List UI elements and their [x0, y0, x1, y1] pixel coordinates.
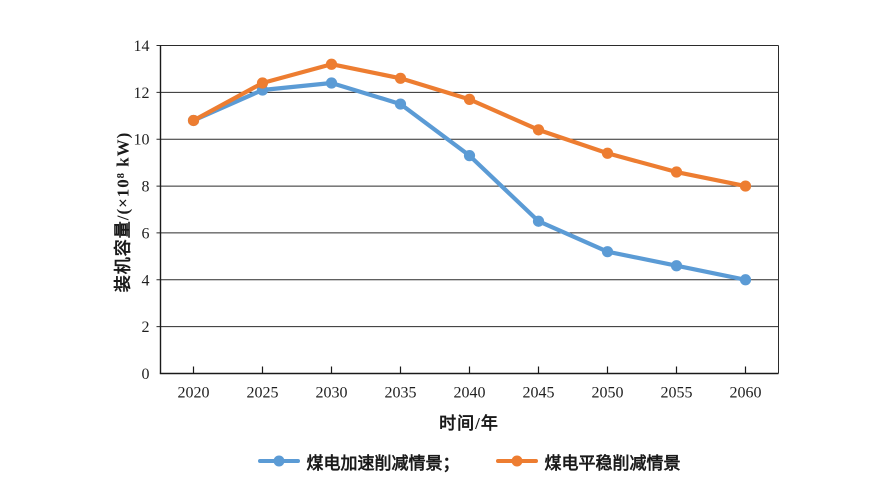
data-point-marker-1-2060	[739, 180, 752, 192]
x-tick-label-2020: 2020	[178, 385, 210, 402]
legend-line-marker-icon	[495, 455, 538, 467]
data-point-marker-1-2040	[463, 93, 476, 105]
series-line-0	[191, 80, 748, 282]
x-tick-label-2055: 2055	[661, 385, 693, 402]
x-tick-label-2045: 2045	[523, 385, 555, 402]
data-point-marker-0-2045	[532, 215, 545, 227]
y-tick-label-10: 10	[134, 132, 150, 149]
legend-item-steady-reduction: 煤电平稳削减情景	[495, 449, 681, 474]
data-point-marker-1-2045	[532, 124, 545, 136]
chart-legend: 煤电加速削减情景； 煤电平稳削减情景	[160, 448, 778, 474]
x-tick-label-2050: 2050	[592, 385, 624, 402]
data-point-marker-1-2020	[187, 114, 200, 127]
legend-dot-icon	[273, 455, 284, 467]
x-axis-title: 时间/年	[439, 414, 499, 433]
y-tick-label-6: 6	[142, 225, 150, 242]
data-point-marker-1-2030	[325, 58, 338, 70]
y-tick-label-14: 14	[134, 38, 150, 55]
legend-label: 煤电平稳削减情景	[544, 453, 681, 473]
data-point-marker-1-2025	[256, 77, 269, 89]
data-point-marker-1-2035	[394, 72, 407, 84]
series-line-1	[191, 62, 748, 189]
data-point-marker-1-2050	[601, 147, 614, 159]
data-point-marker-0-2030	[325, 77, 338, 89]
y-axis-title: 装机容量/(×10⁸ kW)	[113, 131, 133, 293]
data-point-marker-0-2060	[739, 274, 752, 286]
x-tick-label-2060: 2060	[730, 385, 762, 402]
data-point-marker-0-2035	[394, 98, 407, 110]
data-point-marker-1-2055	[670, 166, 683, 178]
y-tick-label-12: 12	[134, 85, 150, 102]
legend-dot-icon	[511, 455, 522, 467]
legend-item-accelerated-reduction: 煤电加速削减情景；	[257, 449, 460, 474]
x-tick-label-2025: 2025	[247, 385, 279, 402]
x-tick-label-2040: 2040	[454, 385, 486, 402]
y-tick-label-2: 2	[142, 319, 150, 336]
y-tick-label-0: 0	[142, 366, 150, 383]
legend-line-marker-icon	[257, 455, 300, 467]
data-point-marker-0-2055	[670, 260, 683, 272]
data-point-marker-0-2040	[463, 150, 476, 162]
y-tick-label-4: 4	[142, 272, 150, 289]
x-tick-label-2035: 2035	[385, 385, 417, 402]
legend-label: 煤电加速削减情景；	[306, 453, 460, 473]
x-tick-label-2030: 2030	[316, 385, 348, 402]
data-point-marker-0-2050	[601, 246, 614, 258]
y-tick-label-8: 8	[142, 179, 150, 196]
